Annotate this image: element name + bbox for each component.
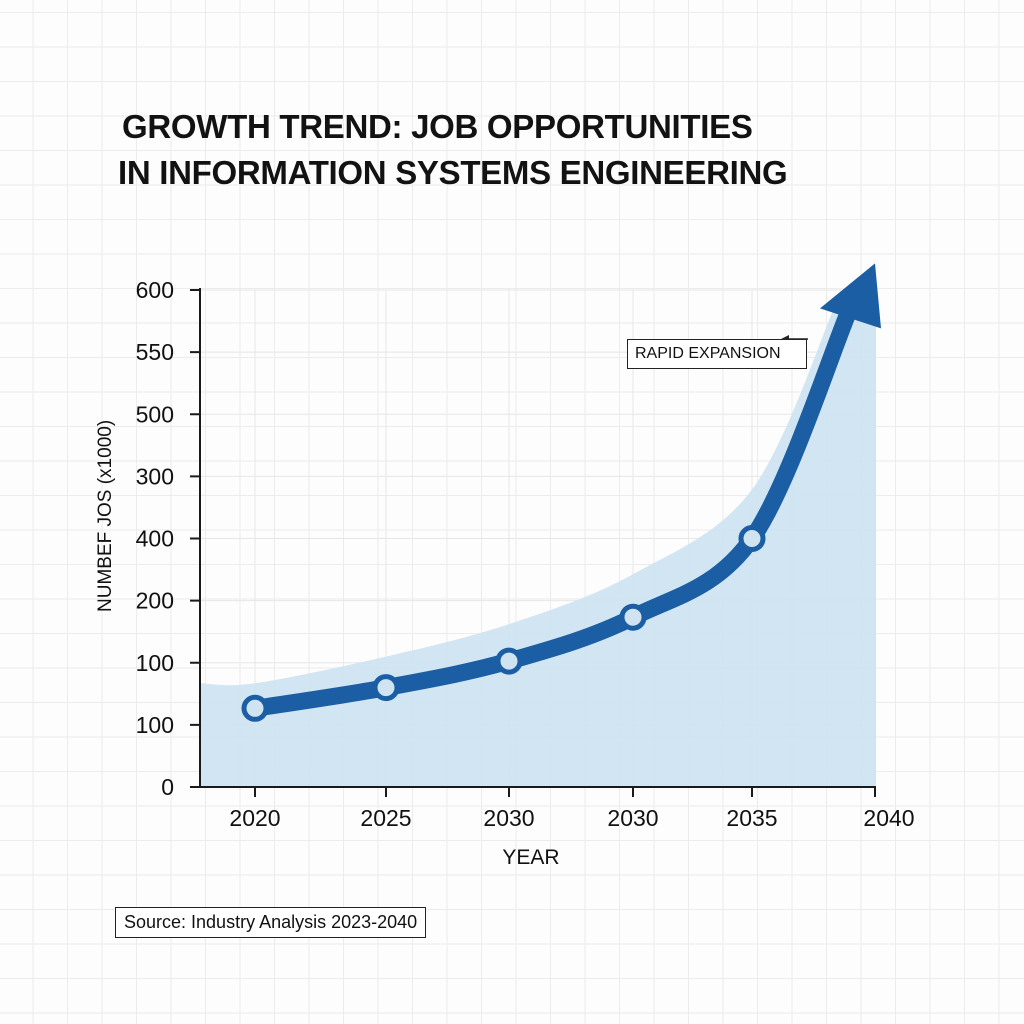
y-ticks: 0 100 100 200 400 300 500 550 600 bbox=[136, 277, 200, 800]
y-tick-label: 300 bbox=[136, 463, 174, 489]
arrow-head-icon bbox=[820, 263, 881, 329]
x-ticks: 2020 2025 2030 2030 2035 2040 bbox=[229, 787, 915, 831]
x-tick-label: 2025 bbox=[360, 805, 411, 831]
source-note: Source: Industry Analysis 2023-2040 bbox=[115, 907, 427, 938]
y-axis-label: NUMBEF JOS (x1000) bbox=[95, 420, 116, 612]
x-tick-label: 2030 bbox=[483, 805, 534, 831]
data-point-marker bbox=[619, 603, 647, 631]
data-point-marker bbox=[738, 525, 766, 552]
rapid-expansion-callout: RAPID EXPANSION bbox=[627, 339, 807, 369]
y-tick-label: 550 bbox=[136, 339, 174, 365]
data-markers bbox=[241, 525, 766, 722]
chart-title: GROWTH TREND: JOB OPPORTUNITIES IN INFOR… bbox=[118, 104, 918, 196]
chart-title-line-1: GROWTH TREND: JOB OPPORTUNITIES bbox=[122, 108, 753, 145]
chart-title-line-2: IN INFORMATION SYSTEMS ENGINEERING bbox=[118, 154, 788, 191]
y-tick-label: 400 bbox=[136, 526, 174, 552]
y-tick-label: 600 bbox=[136, 277, 174, 303]
area-fill bbox=[200, 303, 876, 787]
y-tick-label: 200 bbox=[136, 588, 174, 614]
x-tick-label: 2020 bbox=[229, 805, 280, 831]
y-tick-label: 100 bbox=[136, 650, 174, 676]
x-tick-label: 2035 bbox=[726, 805, 777, 831]
x-tick-label: 2030 bbox=[607, 805, 658, 831]
y-tick-label: 100 bbox=[136, 712, 174, 738]
x-tick-label: 2040 bbox=[863, 805, 914, 831]
y-tick-label: 0 bbox=[161, 774, 174, 800]
x-axis-label: YEAR bbox=[502, 846, 559, 869]
data-point-marker bbox=[372, 674, 400, 702]
y-tick-label: 500 bbox=[136, 401, 174, 427]
data-point-marker bbox=[495, 647, 523, 675]
data-point-marker bbox=[241, 694, 269, 722]
